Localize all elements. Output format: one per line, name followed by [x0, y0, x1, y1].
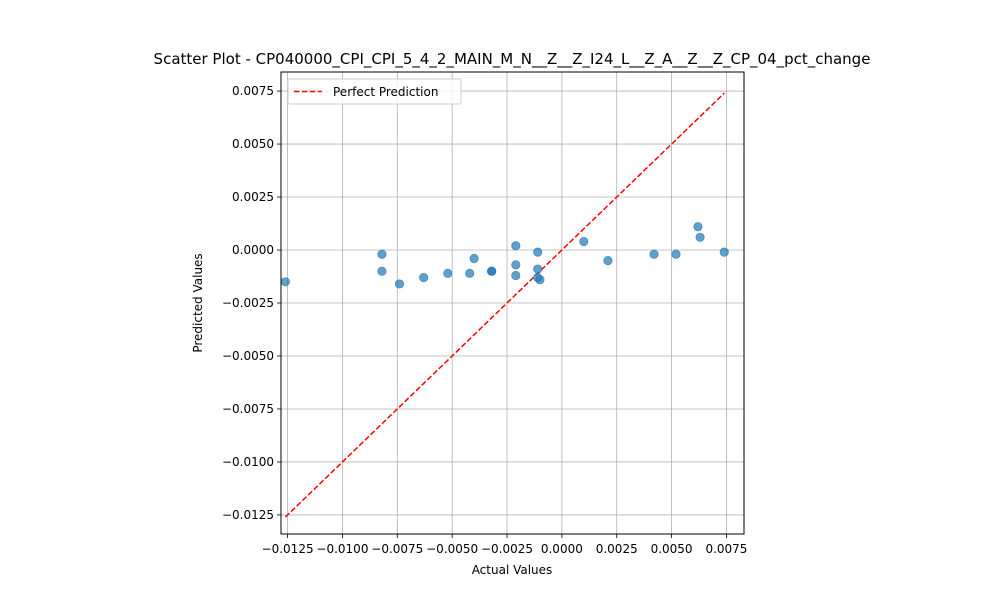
- x-tick-label: −0.0125: [262, 542, 314, 556]
- chart-title: Scatter Plot - CP040000_CPI_CPI_5_4_2_MA…: [154, 50, 871, 69]
- perfect-prediction-line: [284, 92, 725, 518]
- y-tick-label: −0.0025: [222, 296, 274, 310]
- y-tick-label: −0.0050: [222, 349, 274, 363]
- legend: Perfect Prediction: [287, 78, 462, 105]
- data-point: [443, 268, 453, 278]
- grid: [281, 72, 744, 534]
- data-point: [649, 249, 659, 259]
- data-point: [719, 247, 729, 257]
- y-axis-label: Predicted Values: [191, 253, 205, 352]
- y-tick-label: −0.0075: [222, 402, 274, 416]
- data-point: [469, 253, 479, 264]
- data-point: [377, 249, 387, 259]
- x-axis-ticks: −0.0125 −0.0100 −0.0075 −0.0050 −0.0025 0.000…: [262, 534, 747, 556]
- data-point: [419, 272, 429, 283]
- data-point: [511, 260, 521, 270]
- x-tick-label: −0.0050: [426, 542, 478, 556]
- x-tick-label: −0.0075: [371, 542, 423, 556]
- x-axis-label: Actual Values: [472, 563, 553, 577]
- perfect-prediction-segment: [284, 92, 725, 518]
- y-tick-label: 0.0025: [232, 190, 274, 204]
- x-tick-label: 0.0050: [651, 542, 693, 556]
- y-tick-label: 0.0050: [232, 137, 274, 151]
- data-point: [280, 277, 290, 287]
- data-point: [579, 236, 589, 247]
- data-point: [465, 268, 475, 278]
- y-tick-label: −0.0100: [222, 455, 274, 469]
- data-point: [394, 279, 405, 289]
- legend-label: Perfect Prediction: [333, 85, 438, 99]
- data-point: [535, 275, 545, 285]
- data-point: [695, 232, 705, 242]
- data-point: [511, 241, 521, 251]
- legend-box: [287, 78, 462, 105]
- data-point: [603, 256, 613, 266]
- y-tick-label: −0.0125: [222, 508, 274, 522]
- data-point: [533, 247, 543, 257]
- x-tick-label: −0.0100: [316, 542, 368, 556]
- data-points: [280, 222, 729, 289]
- y-axis-ticks: −0.0125 −0.0100 −0.0075 −0.0050 −0.0025 0.000…: [222, 84, 281, 522]
- x-tick-label: 0.0075: [705, 542, 747, 556]
- y-tick-label: 0.0000: [232, 243, 274, 257]
- x-tick-label: 0.0000: [541, 542, 583, 556]
- data-point: [671, 249, 681, 259]
- data-point: [377, 266, 387, 276]
- data-point: [487, 266, 497, 276]
- x-tick-label: −0.0025: [481, 542, 533, 556]
- x-tick-label: 0.0025: [596, 542, 638, 556]
- y-tick-label: 0.0075: [232, 84, 274, 98]
- data-point: [533, 264, 543, 274]
- data-point: [511, 270, 521, 281]
- data-point: [693, 222, 703, 232]
